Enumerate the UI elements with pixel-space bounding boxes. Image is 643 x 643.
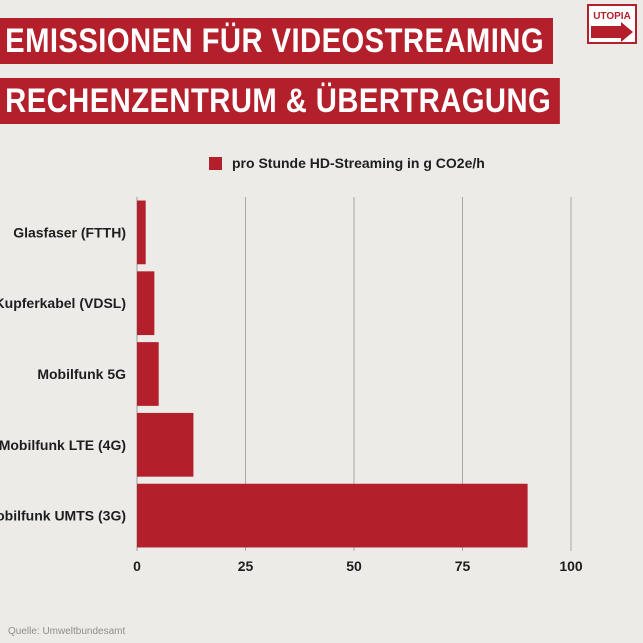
category-label: Glasfaser (FTTH) — [13, 224, 126, 240]
category-label: Mobilfunk LTE (4G) — [0, 437, 126, 453]
x-tick-label: 25 — [238, 558, 254, 574]
legend: pro Stunde HD-Streaming in g CO2e/h — [209, 155, 485, 171]
bars — [137, 200, 528, 548]
category-labels: Glasfaser (FTTH) Kupferkabel (VDSL) Mobilf… — [0, 224, 126, 523]
source-note: Quelle: Umweltbundesamt — [8, 626, 126, 637]
category-label: Mobilfunk UMTS (3G) — [0, 508, 126, 524]
bar — [137, 412, 194, 477]
chart-title-line-2: RECHENZENTRUM & ÜBERTRAGUNG — [0, 78, 560, 124]
bar — [137, 483, 528, 548]
category-label: Mobilfunk 5G — [37, 366, 126, 382]
utopia-logo: UTOPIA — [587, 4, 637, 44]
x-tick-label: 75 — [455, 558, 471, 574]
svg-text:UTOPIA: UTOPIA — [593, 11, 631, 22]
bar — [137, 271, 155, 336]
legend-label: pro Stunde HD-Streaming in g CO2e/h — [232, 155, 485, 171]
legend-swatch — [209, 157, 222, 170]
x-tick-label: 100 — [559, 558, 583, 574]
category-label: Kupferkabel (VDSL) — [0, 295, 126, 311]
bar — [137, 200, 146, 265]
x-tick-label: 50 — [346, 558, 362, 574]
chart-title-line-1: EMISSIONEN FÜR VIDEOSTREAMING — [0, 18, 553, 64]
bar — [137, 342, 159, 406]
x-tick-label: 0 — [133, 558, 141, 574]
x-tick-labels: 0 25 50 75 100 — [133, 558, 583, 574]
